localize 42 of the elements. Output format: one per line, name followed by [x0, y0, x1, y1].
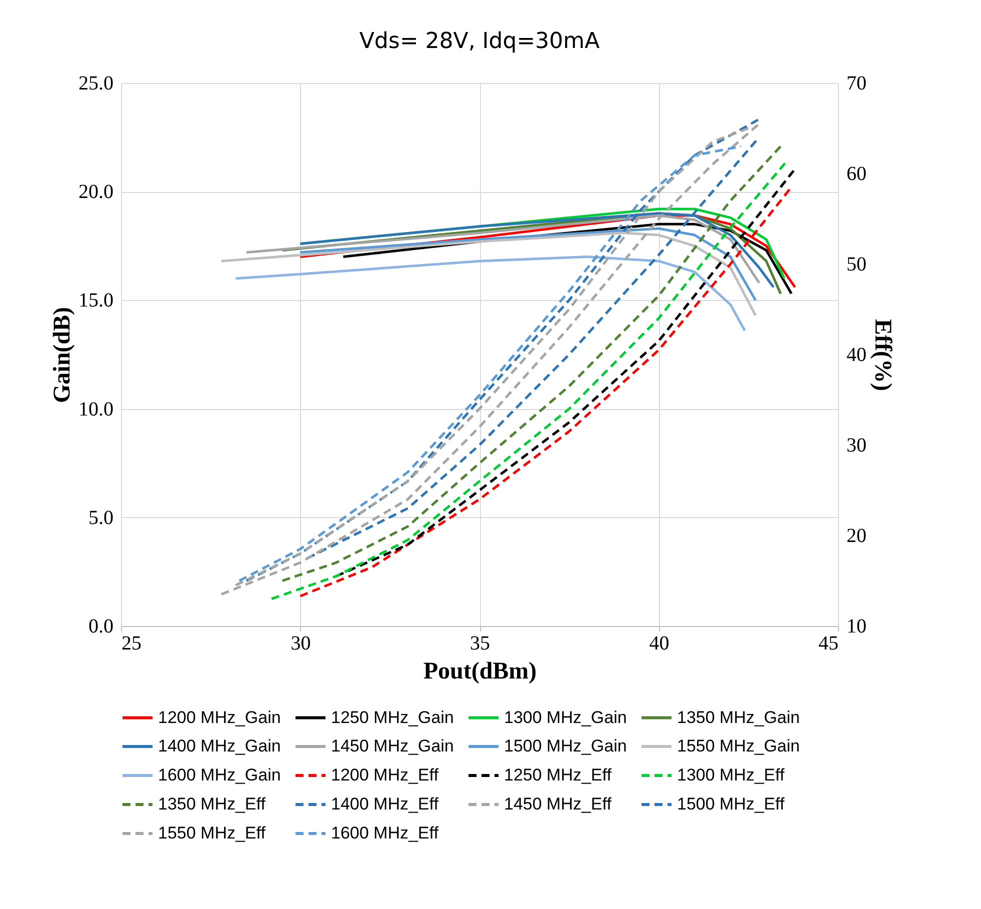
- legend-label: 1300 MHz_Eff: [677, 766, 785, 784]
- x-tick-label: 40: [649, 632, 670, 654]
- y-tick-label: 5.0: [88, 506, 114, 529]
- legend-label: 1400 MHz_Gain: [158, 736, 281, 756]
- legend-label: 1500 MHz_Gain: [504, 736, 627, 756]
- legend-label: 1400 MHz_Eff: [331, 794, 439, 814]
- legend-label: 1350 MHz_Gain: [677, 708, 800, 727]
- chart-title: Vds= 28V, Idq=30mA: [359, 29, 600, 54]
- y2-tick-label: 30: [846, 434, 866, 456]
- line-series: [220, 232, 757, 317]
- legend-label: 1450 MHz_Eff: [504, 794, 612, 814]
- legend-label: 1300 MHz_Gain: [504, 708, 627, 727]
- legend-label: 1250 MHz_Eff: [504, 766, 612, 784]
- line-series: [234, 256, 746, 332]
- legend-label: 1200 MHz_Eff: [331, 766, 439, 784]
- y-tick-label: 15.0: [78, 290, 114, 312]
- legend-label: 1200 MHz_Gain: [158, 708, 281, 727]
- x-tick-label: 45: [818, 632, 838, 654]
- y2-tick-label: 60: [846, 163, 866, 185]
- y2-tick-label: 70: [846, 72, 866, 94]
- y2-tick-label: 20: [846, 525, 866, 547]
- legend-label: 1450 MHz_Gain: [331, 736, 454, 756]
- y-tick-label: 20.0: [78, 181, 114, 204]
- x-tick-label: 35: [470, 632, 490, 654]
- legend-label: 1600 MHz_Gain: [158, 766, 281, 784]
- y2-tick-label: 50: [846, 254, 866, 276]
- y2-tick-label: 40: [846, 344, 866, 366]
- y-tick-label: 10.0: [78, 398, 114, 420]
- x-axis-title: Pout(dBm): [423, 658, 537, 684]
- legend-label: 1550 MHz_Eff: [158, 824, 266, 842]
- legend-label: 1350 MHz_Eff: [158, 794, 266, 814]
- y2-tick-label: 10: [846, 616, 866, 638]
- y2-axis-title: Eff(%): [870, 319, 896, 391]
- legend-label: 1600 MHz_Eff: [331, 824, 439, 842]
- x-tick-label: 30: [290, 632, 311, 654]
- legend-label: 1550 MHz_Gain: [677, 736, 800, 756]
- legend-label: 1500 MHz_Eff: [677, 794, 785, 814]
- y-tick-label: 25.0: [78, 72, 114, 94]
- y-tick-label: 0.0: [88, 616, 114, 638]
- y-axis-title: Gain(dB): [50, 306, 76, 404]
- legend-label: 1250 MHz_Gain: [331, 708, 454, 727]
- x-tick-label: 25: [122, 632, 142, 654]
